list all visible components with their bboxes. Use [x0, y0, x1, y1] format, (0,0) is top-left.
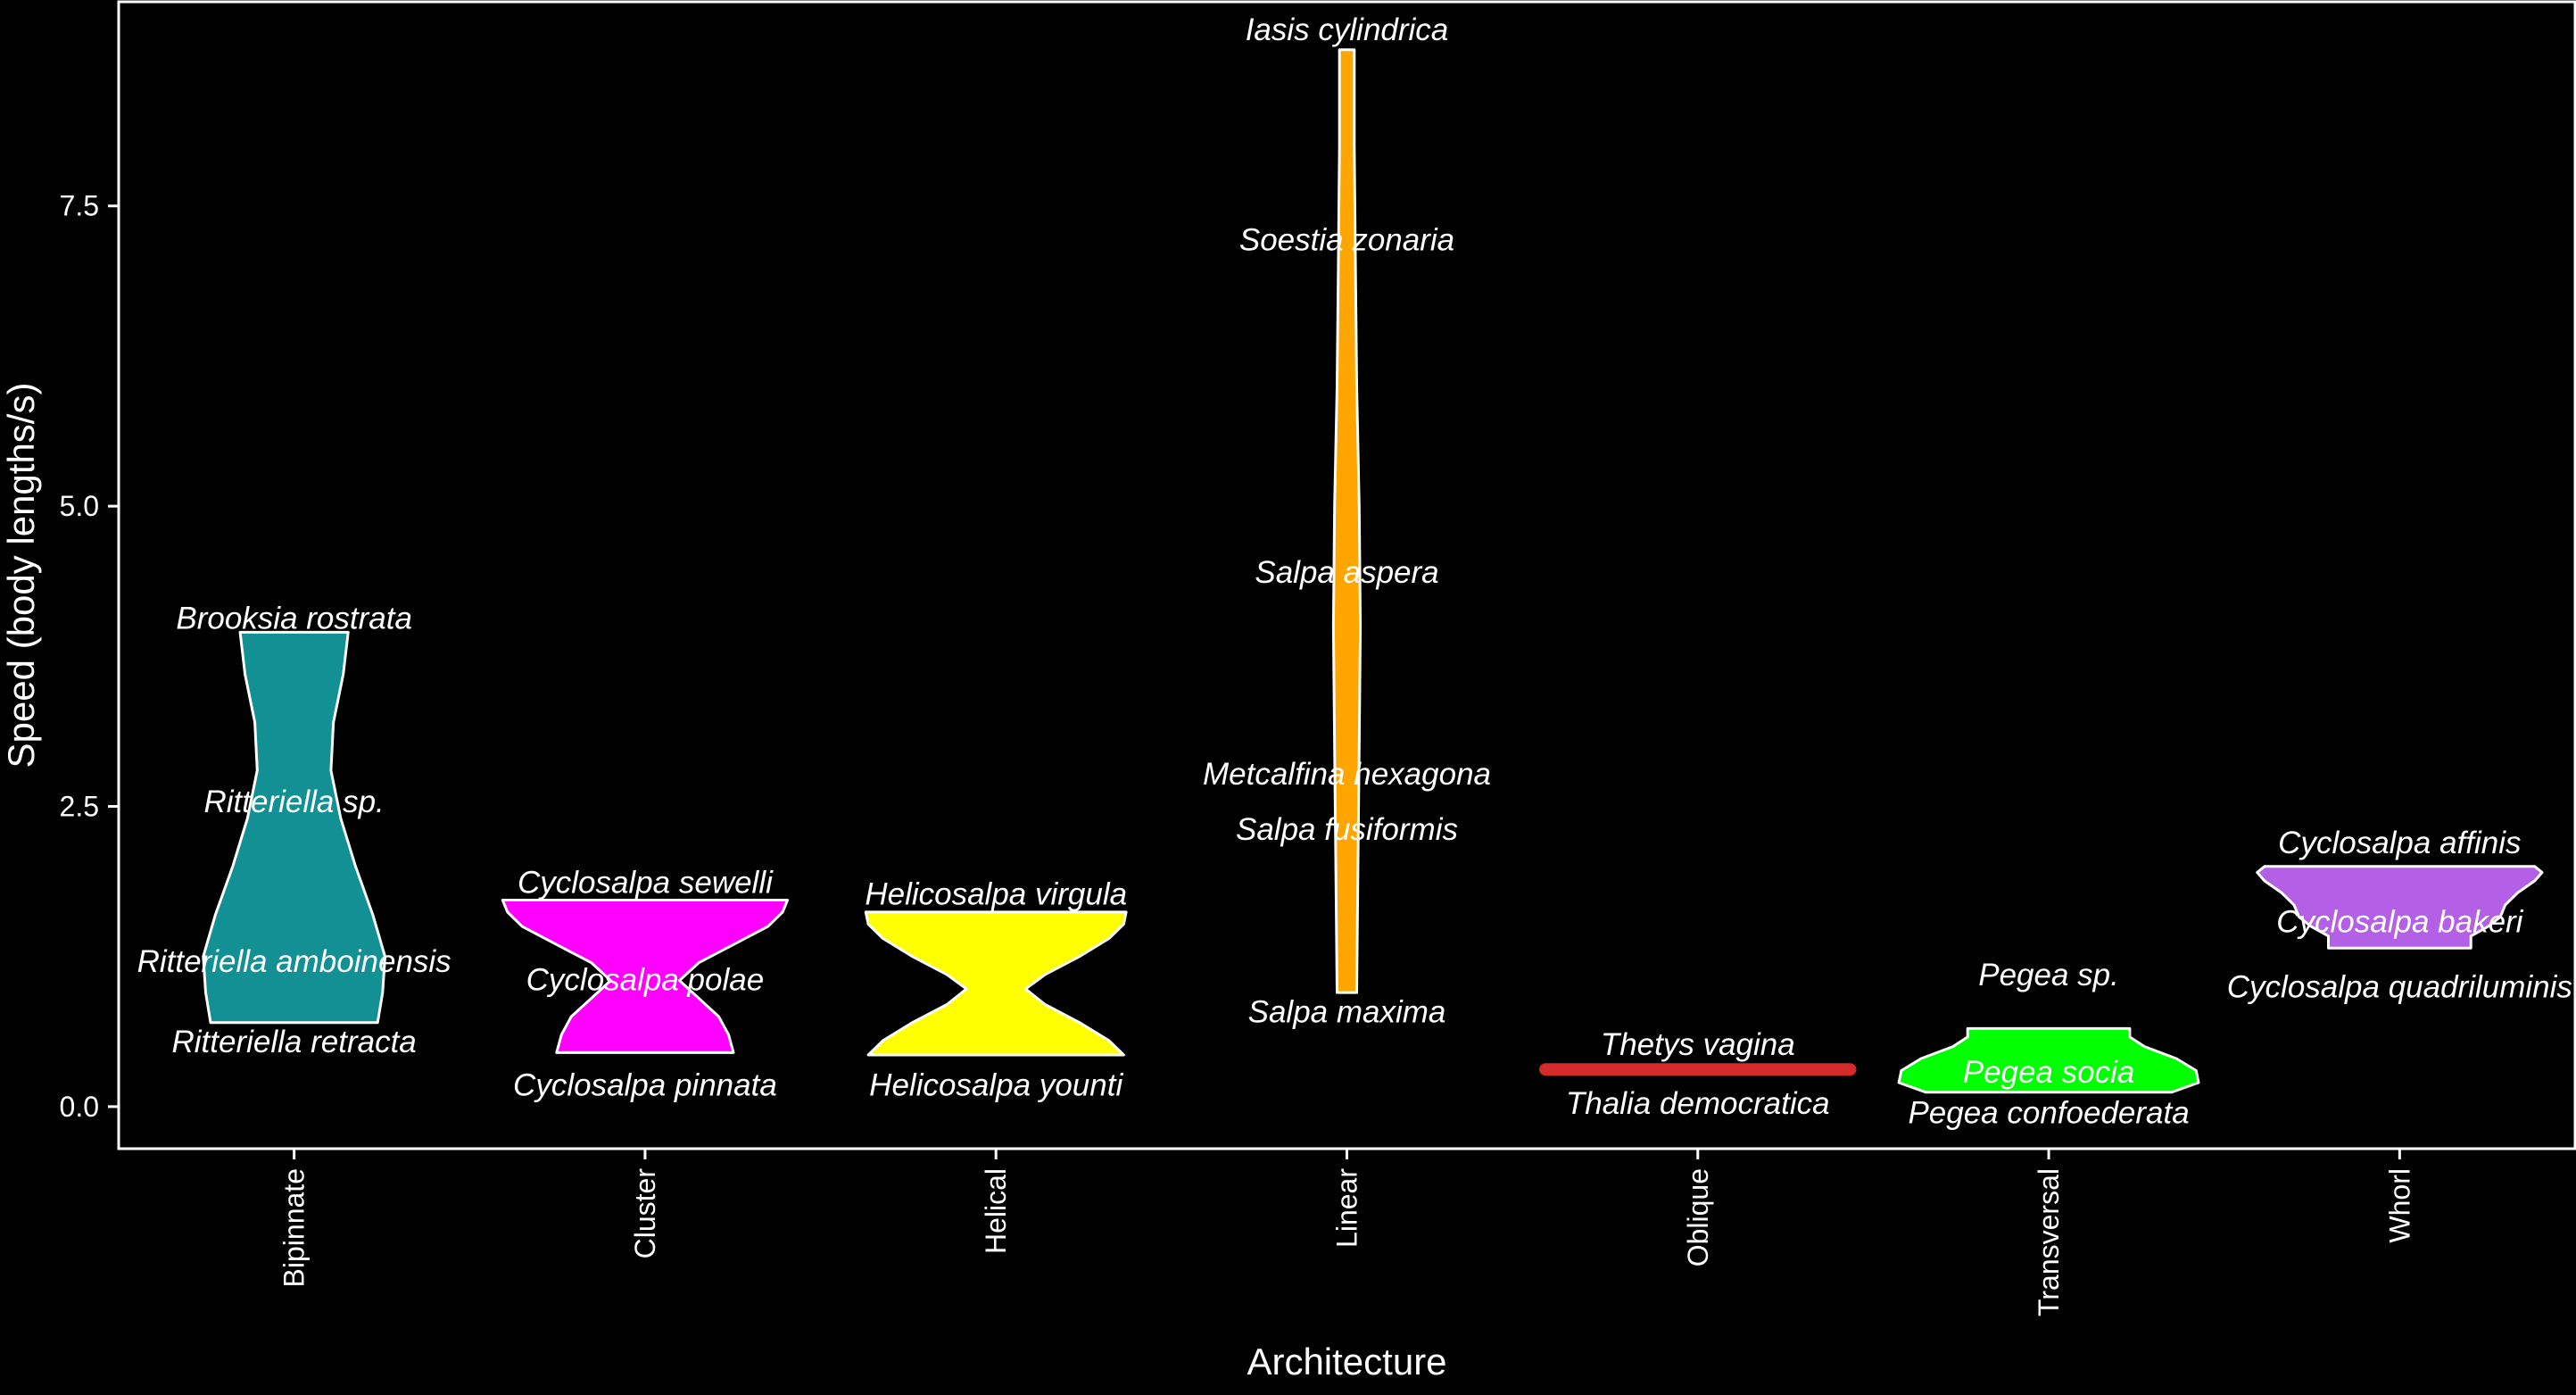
species-label: Cyclosalpa bakeri — [2276, 905, 2523, 940]
species-label: Ritteriella amboinensis — [137, 944, 451, 979]
violin-cluster — [501, 899, 790, 1054]
species-label: Pegea sp. — [1978, 958, 2119, 992]
species-label: Metcalfina hexagona — [1203, 757, 1491, 792]
species-label: Salpa fusiformis — [1236, 812, 1458, 847]
y-tick-label: 5.0 — [60, 490, 99, 522]
species-label: Cyclosalpa sewelli — [518, 865, 774, 900]
violin-group — [202, 48, 2544, 1094]
species-label: Soestia zonaria — [1239, 222, 1454, 257]
species-label: Pegea socia — [1963, 1055, 2135, 1090]
y-tick-label: 0.0 — [60, 1091, 99, 1123]
x-tick-label: Oblique — [1682, 1168, 1714, 1266]
x-axis: Bipinnate Cluster Helical Linear Oblique Tran… — [278, 1149, 2415, 1316]
species-label: Thalia democratica — [1566, 1086, 1830, 1121]
violin-linear — [1331, 48, 1363, 994]
species-label: Cyclosalpa affinis — [2278, 826, 2521, 860]
x-tick-label: Cluster — [629, 1168, 661, 1259]
violin-bipinnate — [202, 630, 386, 1025]
species-label: Thetys vagina — [1601, 1027, 1795, 1062]
species-label: Cyclosalpa polae — [526, 962, 765, 997]
species-label: Cyclosalpa quadriluminis — [2227, 969, 2572, 1004]
x-tick-label: Transversal — [2033, 1168, 2065, 1316]
species-label: Salpa aspera — [1255, 555, 1438, 590]
x-axis-title: Architecture — [1247, 1341, 1446, 1383]
violin-whorl — [2256, 865, 2544, 950]
species-label-group: Brooksia rostrata Ritteriella sp. Ritterie… — [137, 12, 2572, 1131]
species-label: Helicosalpa virgula — [865, 877, 1127, 912]
y-axis: 0.0 2.5 5.0 7.5 — [60, 190, 119, 1123]
y-axis-title: Speed (body lengths/s) — [0, 383, 42, 768]
y-tick-label: 2.5 — [60, 791, 99, 823]
x-tick-label: Linear — [1331, 1168, 1363, 1248]
species-label: Ritteriella sp. — [203, 785, 384, 819]
species-label: Cyclosalpa pinnata — [513, 1068, 777, 1103]
species-label: Brooksia rostrata — [176, 601, 412, 635]
species-label: Ritteriella retracta — [172, 1025, 417, 1059]
violin-transversal — [1897, 1026, 2200, 1094]
x-tick-label: Whorl — [2383, 1168, 2415, 1243]
species-label: Pegea confoederata — [1908, 1096, 2189, 1131]
species-label: Iasis cylindrica — [1246, 12, 1449, 47]
y-tick-label: 7.5 — [60, 190, 99, 222]
violin-helical — [864, 910, 1128, 1057]
x-tick-label: Helical — [980, 1168, 1012, 1254]
species-label: Salpa maxima — [1248, 995, 1446, 1030]
x-tick-label: Bipinnate — [278, 1168, 311, 1287]
species-label: Helicosalpa younti — [869, 1068, 1123, 1103]
